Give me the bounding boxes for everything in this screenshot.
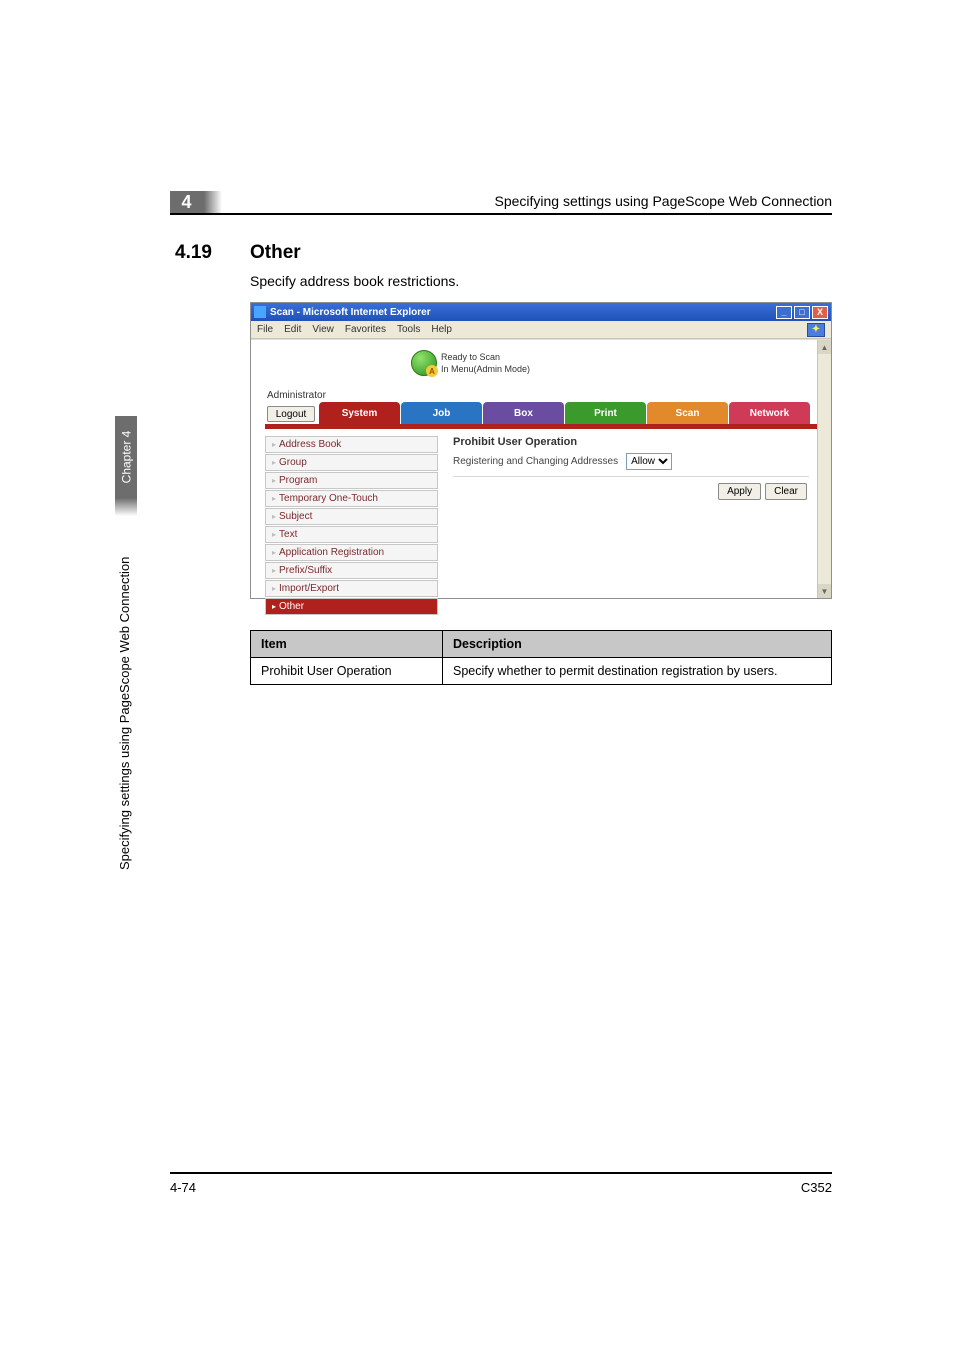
panel-buttons: Apply Clear bbox=[718, 483, 807, 500]
chapter-side-tab: Chapter 4 bbox=[115, 416, 137, 498]
printer-status-icon bbox=[411, 350, 437, 376]
apply-button[interactable]: Apply bbox=[718, 483, 761, 500]
content-area: Ready to Scan In Menu(Admin Mode) Admini… bbox=[251, 339, 831, 598]
menu-bar: File Edit View Favorites Tools Help ✦ bbox=[251, 321, 831, 339]
menu-help[interactable]: Help bbox=[431, 324, 452, 335]
side-menu: Address Book Group Program Temporary One… bbox=[265, 436, 438, 616]
status-line-2: In Menu(Admin Mode) bbox=[441, 363, 530, 375]
scroll-up-icon[interactable]: ▲ bbox=[818, 340, 831, 354]
allow-select[interactable]: Allow bbox=[626, 453, 672, 470]
header-item: Item bbox=[251, 631, 443, 658]
sidemenu-text[interactable]: Text bbox=[265, 526, 438, 543]
tab-network[interactable]: Network bbox=[729, 402, 810, 424]
title-bar[interactable]: Scan - Microsoft Internet Explorer _ □ X bbox=[251, 303, 831, 321]
logout-button[interactable]: Logout bbox=[267, 406, 315, 422]
chapter-side-label: Chapter 4 bbox=[119, 431, 133, 484]
inner-scrollbar[interactable]: ▲ ▼ bbox=[817, 340, 831, 598]
ie-throbber-icon: ✦ bbox=[807, 323, 825, 337]
section-body: Specify address book restrictions. bbox=[250, 273, 459, 289]
status-block: Ready to Scan In Menu(Admin Mode) bbox=[411, 350, 530, 376]
panel-title: Prohibit User Operation bbox=[453, 436, 577, 448]
sidemenu-application-registration[interactable]: Application Registration bbox=[265, 544, 438, 561]
administrator-label: Administrator bbox=[267, 390, 326, 401]
sidemenu-subject[interactable]: Subject bbox=[265, 508, 438, 525]
section-title: Other bbox=[250, 242, 301, 264]
page-number: 4-74 bbox=[170, 1180, 196, 1195]
running-head: Specifying settings using PageScope Web … bbox=[494, 193, 832, 209]
tab-strip: System Job Box Print Scan Network bbox=[319, 402, 811, 424]
page: 4 Specifying settings using PageScope We… bbox=[0, 0, 954, 1350]
model-number: C352 bbox=[801, 1180, 832, 1195]
status-line-1: Ready to Scan bbox=[441, 351, 530, 363]
footer-rule bbox=[170, 1172, 832, 1174]
menu-edit[interactable]: Edit bbox=[284, 324, 301, 335]
panel-divider bbox=[453, 476, 809, 477]
tab-box[interactable]: Box bbox=[483, 402, 564, 424]
chapter-number-fade bbox=[204, 191, 222, 213]
sidemenu-other[interactable]: Other bbox=[265, 598, 438, 615]
section-number: 4.19 bbox=[175, 242, 212, 264]
sidemenu-group[interactable]: Group bbox=[265, 454, 438, 471]
active-tab-bar bbox=[265, 424, 817, 429]
window-controls: _ □ X bbox=[776, 306, 828, 319]
sidemenu-prefix-suffix[interactable]: Prefix/Suffix bbox=[265, 562, 438, 579]
chapter-number-box: 4 bbox=[170, 191, 204, 213]
app-icon bbox=[254, 306, 266, 318]
minimize-button[interactable]: _ bbox=[776, 306, 792, 319]
definition-table: Item Description Prohibit User Operation… bbox=[250, 630, 832, 685]
status-text: Ready to Scan In Menu(Admin Mode) bbox=[441, 351, 530, 375]
sidemenu-address-book[interactable]: Address Book bbox=[265, 436, 438, 453]
sidemenu-import-export[interactable]: Import/Export bbox=[265, 580, 438, 597]
table-row: Prohibit User Operation Specify whether … bbox=[251, 658, 832, 685]
header-rule bbox=[170, 213, 832, 215]
menu-view[interactable]: View bbox=[312, 324, 334, 335]
scroll-track[interactable] bbox=[818, 354, 831, 584]
clear-button[interactable]: Clear bbox=[765, 483, 807, 500]
maximize-button[interactable]: □ bbox=[794, 306, 810, 319]
screenshot-window: Scan - Microsoft Internet Explorer _ □ X… bbox=[250, 302, 832, 599]
tab-scan[interactable]: Scan bbox=[647, 402, 728, 424]
scroll-down-icon[interactable]: ▼ bbox=[818, 584, 831, 598]
tab-job[interactable]: Job bbox=[401, 402, 482, 424]
tab-print[interactable]: Print bbox=[565, 402, 646, 424]
tab-system[interactable]: System bbox=[319, 402, 400, 424]
sidemenu-program[interactable]: Program bbox=[265, 472, 438, 489]
panel-row-label: Registering and Changing Addresses bbox=[453, 456, 618, 467]
cell-item: Prohibit User Operation bbox=[251, 658, 443, 685]
close-button[interactable]: X bbox=[812, 306, 828, 319]
chapter-side-fade bbox=[115, 498, 137, 516]
window-title: Scan - Microsoft Internet Explorer bbox=[270, 307, 776, 318]
menu-file[interactable]: File bbox=[257, 324, 273, 335]
menu-favorites[interactable]: Favorites bbox=[345, 324, 386, 335]
table-header-row: Item Description bbox=[251, 631, 832, 658]
side-vertical-title: Specifying settings using PageScope Web … bbox=[117, 557, 132, 870]
menu-tools[interactable]: Tools bbox=[397, 324, 420, 335]
header-description: Description bbox=[443, 631, 832, 658]
cell-description: Specify whether to permit destination re… bbox=[443, 658, 832, 685]
panel-row: Registering and Changing Addresses Allow bbox=[453, 453, 672, 470]
sidemenu-temporary-one-touch[interactable]: Temporary One-Touch bbox=[265, 490, 438, 507]
